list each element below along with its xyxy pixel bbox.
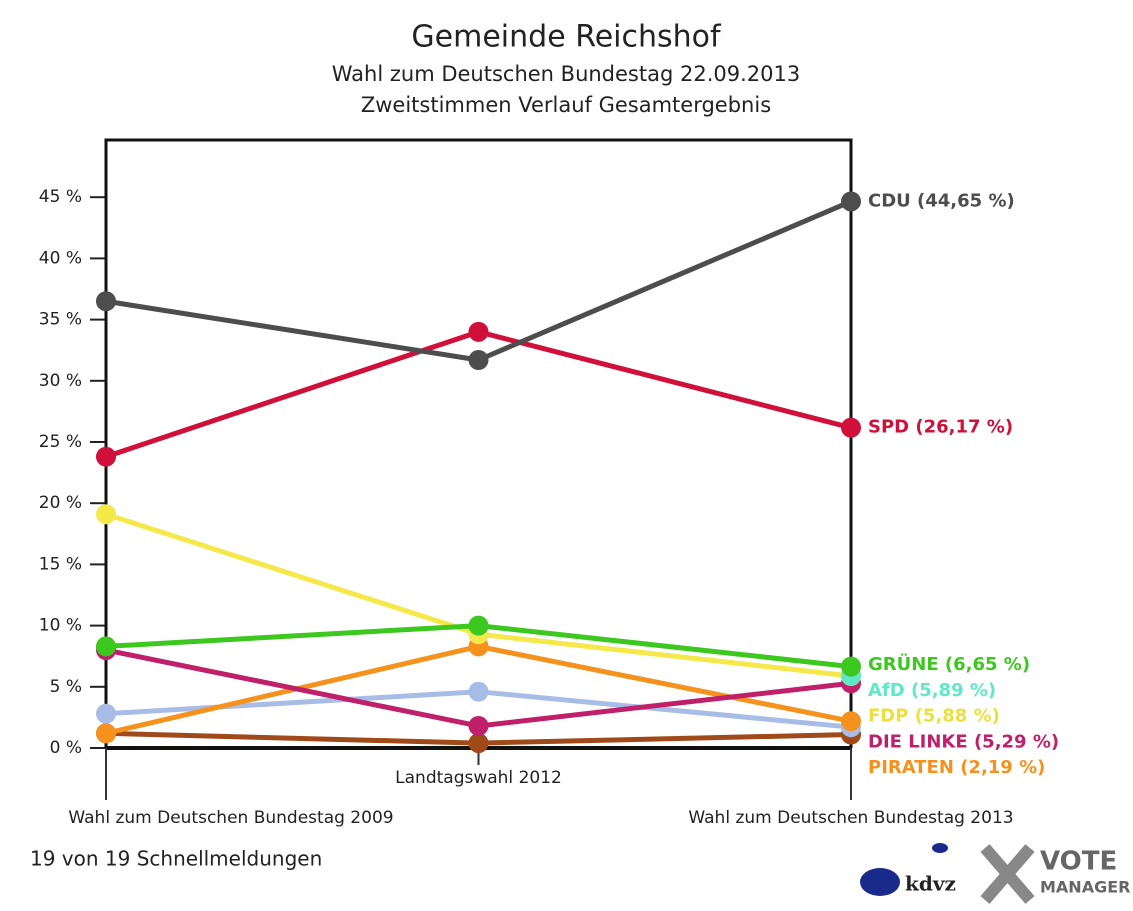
data-point xyxy=(468,615,489,636)
footer: 19 von 19 Schnellmeldungen xyxy=(30,847,322,871)
value-label: PIRATEN (2,19 %) xyxy=(868,757,1045,778)
x-tick-label: Wahl zum Deutschen Bundestag 2009 xyxy=(68,808,393,828)
data-point xyxy=(468,681,489,702)
data-point xyxy=(468,733,489,754)
data-point xyxy=(96,703,116,724)
y-tick-label: 45 % xyxy=(39,187,82,207)
data-point xyxy=(841,656,861,677)
data-point xyxy=(841,191,861,212)
chart-subtitle: Wahl zum Deutschen Bundestag 22.09.2013 xyxy=(332,62,800,86)
y-tick-label: 35 % xyxy=(39,310,82,330)
data-point xyxy=(96,291,116,312)
logo-text: kdvz xyxy=(905,872,956,896)
value-label: SPD (26,17 %) xyxy=(868,417,1013,438)
y-tick-label: 40 % xyxy=(39,248,82,268)
value-label: DIE LINKE (5,29 %) xyxy=(868,731,1059,752)
plot-frame xyxy=(104,138,853,748)
y-tick-label: 10 % xyxy=(39,616,82,636)
data-point xyxy=(96,636,116,657)
data-point xyxy=(468,349,489,370)
data-point xyxy=(96,446,116,467)
chart-subtitle: Zweitstimmen Verlauf Gesamtergebnis xyxy=(361,93,771,117)
y-tick-label: 25 % xyxy=(39,432,82,452)
data-point xyxy=(841,711,861,732)
value-label: GRÜNE (6,65 %) xyxy=(868,653,1030,675)
logo-shape xyxy=(860,868,900,896)
logo-text: VOTE xyxy=(1040,847,1117,877)
logo-shape xyxy=(932,843,948,853)
value-label: AfD (5,89 %) xyxy=(868,680,996,701)
y-tick-label: 0 % xyxy=(50,738,82,758)
value-label: FDP (5,88 %) xyxy=(868,706,1000,727)
logo-shape xyxy=(980,844,1035,904)
logos: kdvz VOTE MANAGER xyxy=(860,843,1130,904)
y-tick-label: 30 % xyxy=(39,371,82,391)
chart-title: Gemeinde Reichshof xyxy=(411,20,722,55)
data-point xyxy=(96,723,116,744)
logo-text: MANAGER xyxy=(1040,878,1130,897)
data-point xyxy=(96,504,116,525)
y-tick-label: 20 % xyxy=(39,493,82,513)
y-tick-label: 15 % xyxy=(39,554,82,574)
data-point xyxy=(841,417,861,438)
x-tick-label: Landtagswahl 2012 xyxy=(395,768,562,788)
x-tick-label: Wahl zum Deutschen Bundestag 2013 xyxy=(688,808,1013,828)
data-point xyxy=(468,715,489,736)
y-tick-label: 5 % xyxy=(50,677,82,697)
value-label: CDU (44,65 %) xyxy=(868,190,1015,211)
data-point xyxy=(468,321,489,342)
